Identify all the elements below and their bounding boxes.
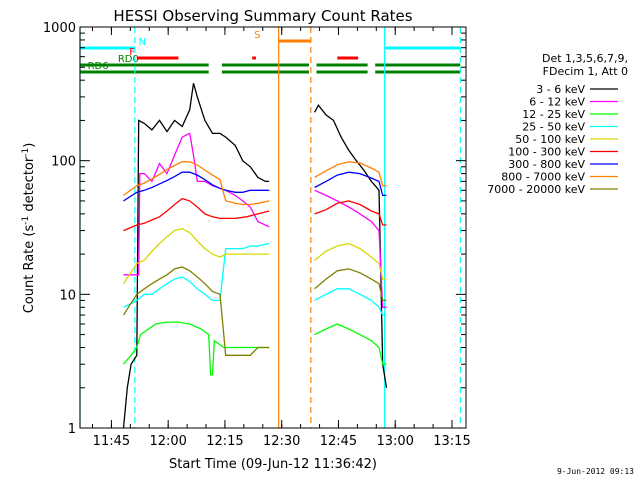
legend-header-0: Det 1,3,5,6,7,9, <box>542 52 628 65</box>
x-axis: 11:45 12:00 12:15 12:30 12:45 13:00 13:15 <box>91 27 471 449</box>
legend-label-8: 7000 - 20000 keV <box>487 183 585 196</box>
legend-label-7: 800 - 7000 keV <box>501 171 585 184</box>
y-tick-label-0: 1 <box>68 422 76 437</box>
series-line-3 <box>123 242 387 316</box>
flag-label-n: N <box>139 37 146 48</box>
y-tick-label-2: 100 <box>51 155 76 170</box>
y-tick-label-1: 10 <box>59 288 76 303</box>
y-label-sup: -1 <box>21 216 31 225</box>
flag-label-rd6: RD6 <box>88 61 109 72</box>
flag-label-f: F <box>129 47 135 58</box>
series-line-0 <box>122 83 388 429</box>
series-lines <box>122 83 388 429</box>
x-tick-label-2: 12:15 <box>206 434 243 449</box>
legend-label-1: 6 - 12 keV <box>529 96 585 109</box>
x-tick-label-5: 13:00 <box>376 434 413 449</box>
x-tick-label-1: 12:00 <box>149 434 186 449</box>
x-tick-label-0: 11:45 <box>93 434 130 449</box>
legend-label-0: 3 - 6 keV <box>536 83 585 96</box>
vertical-markers <box>79 27 461 428</box>
legend-label-2: 12 - 25 keV <box>522 108 585 121</box>
y-label-sup2: -1 <box>21 148 31 157</box>
y-tick-label-3: 1000 <box>43 21 76 36</box>
x-tick-label-3: 12:30 <box>263 434 300 449</box>
x-tick-label-4: 12:45 <box>320 434 357 449</box>
legend-label-3: 25 - 50 keV <box>522 121 585 134</box>
y-label-suffix: ) <box>22 143 37 148</box>
flag-label-rd0: RD0 <box>118 54 139 65</box>
y-label-prefix: Count Rate (s <box>22 225 37 314</box>
date-stamp: 9-Jun-2012 09:13 <box>557 467 634 476</box>
flag-bars: NF S RD0 RD6 <box>80 30 461 74</box>
series-line-1 <box>123 132 387 308</box>
chart-title: HESSI Observing Summary Count Rates <box>113 7 412 25</box>
flag-label-s: S <box>254 30 260 41</box>
legend-label-6: 300 - 800 keV <box>508 158 585 171</box>
legend-label-4: 50 - 100 keV <box>515 133 585 146</box>
y-axis-label: Count Rate (s-1 detector-1) <box>21 143 37 314</box>
x-tick-label-6: 13:15 <box>433 434 470 449</box>
series-line-2 <box>123 321 387 376</box>
plot-frame <box>79 26 467 429</box>
series-line-5 <box>123 197 387 232</box>
legend-header-1: FDecim 1, Att 0 <box>543 65 628 78</box>
legend-label-5: 100 - 300 keV <box>508 146 585 159</box>
series-line-6 <box>123 171 387 202</box>
legend: Det 1,3,5,6,7,9,FDecim 1, Att 0 3 - 6 keV… <box>487 52 628 196</box>
x-axis-label: Start Time (09-Jun-12 11:36:42) <box>169 457 377 472</box>
y-label-mid: detector <box>22 156 37 216</box>
series-line-8 <box>122 266 387 356</box>
series-line-7 <box>123 161 387 206</box>
y-axis: 1 10 100 1000 <box>43 21 466 437</box>
series-line-4 <box>122 228 387 285</box>
